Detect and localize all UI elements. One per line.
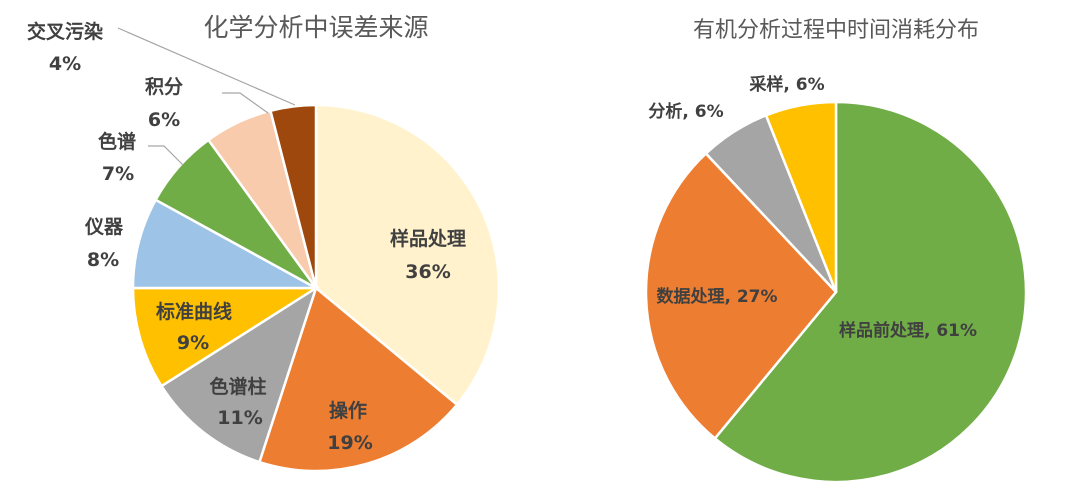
pie-slice: [713, 100, 1028, 484]
left-chart-title: 化学分析中误差来源: [203, 13, 428, 42]
label-data-processing: 数据处理, 27%: [656, 286, 777, 307]
leader-line-integration: [222, 92, 269, 114]
label-calibration-curve-name: 标准曲线: [156, 300, 232, 323]
right-pie: [644, 100, 1028, 484]
pie-slice: [257, 285, 459, 473]
label-column-name: 色谱柱: [209, 375, 266, 398]
pie-slice: [314, 103, 501, 407]
label-operation-pct: 19%: [327, 432, 372, 454]
pie-slice: [131, 286, 321, 388]
label-operation-name: 操作: [329, 399, 367, 422]
pie-slice: [268, 103, 318, 289]
label-cross-contamination-pct: 4%: [49, 53, 81, 75]
label-column-pct: 11%: [217, 407, 262, 429]
label-integration-pct: 6%: [148, 109, 180, 131]
label-integration-name: 积分: [145, 76, 183, 98]
label-chromatography-name: 色谱: [98, 130, 136, 153]
label-sampling: 采样, 6%: [748, 74, 824, 95]
label-calibration-curve-pct: 9%: [177, 332, 209, 354]
leader-line-cross-contamination: [117, 27, 296, 106]
label-analysis: 分析, 6%: [648, 101, 723, 122]
label-cross-contamination-name: 交叉污染: [27, 20, 103, 43]
pie-slice: [764, 100, 838, 293]
pie-slice: [159, 285, 319, 464]
right-chart-title: 有机分析过程中时间消耗分布: [693, 18, 979, 43]
leader-line-chromatography: [148, 145, 184, 166]
label-instrument-name: 仪器: [84, 216, 124, 238]
label-sample-processing-name: 样品处理: [390, 227, 466, 250]
pie-slice: [131, 198, 317, 290]
label-sample-processing-pct: 36%: [405, 261, 450, 283]
left-pie: [131, 103, 501, 473]
label-instrument-pct: 8%: [87, 249, 119, 271]
label-sample-pretreatment: 样品前处理, 61%: [839, 320, 977, 341]
label-chromatography-pct: 7%: [102, 163, 134, 185]
pie-slice: [644, 151, 838, 441]
